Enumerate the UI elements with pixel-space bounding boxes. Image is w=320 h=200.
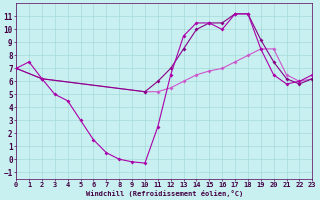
X-axis label: Windchill (Refroidissement éolien,°C): Windchill (Refroidissement éolien,°C) bbox=[86, 190, 243, 197]
